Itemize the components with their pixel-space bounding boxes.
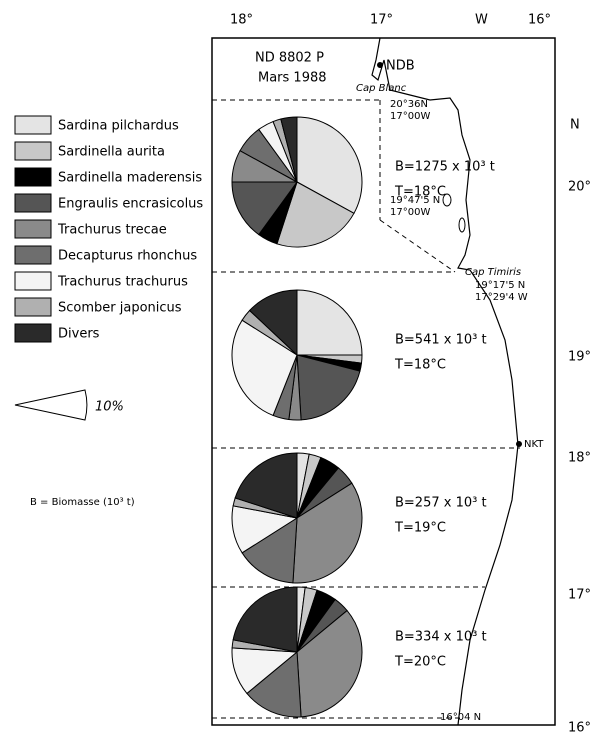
lon-label: 18°: [230, 13, 253, 28]
pie-slice: [231, 319, 298, 417]
legend-swatch: [14, 323, 52, 343]
lon-label: W: [475, 13, 488, 28]
pie-slice: [232, 586, 298, 653]
coord: 17°29'4 W: [475, 292, 528, 303]
legend-swatch: [14, 141, 52, 161]
pie-slice: [296, 609, 363, 718]
coord: 19°17'5 N: [475, 280, 525, 291]
biomass-label: B=334 x 10³ t: [395, 630, 487, 645]
legend-label: Sardina pilchardus: [58, 119, 179, 134]
temperature-label: T=18°C: [394, 185, 446, 200]
biomass-label: B=541 x 10³ t: [395, 333, 487, 348]
campaign: ND 8802 P: [255, 51, 324, 66]
biomass-label: B=257 x 10³ t: [395, 496, 487, 511]
lat-label: N: [570, 118, 580, 133]
coord: 17°00W: [390, 207, 430, 218]
pie-slice: [241, 517, 298, 584]
lat-label: 19°: [568, 350, 591, 365]
place: NKT: [524, 439, 544, 450]
legend-label: Trachurus trachurus: [57, 275, 188, 290]
legend-swatch: [14, 271, 52, 291]
biomass-note: B = Biomasse (10³ t): [30, 497, 135, 508]
pie-slice: [296, 354, 361, 421]
lat-label: 17°: [568, 588, 591, 603]
lon-label: 17°: [370, 13, 393, 28]
lat-label: 20°: [568, 180, 591, 195]
legend-swatch: [14, 297, 52, 317]
legend-label: Sardinella aurita: [58, 145, 165, 160]
place: NDB: [386, 59, 415, 74]
temperature-label: T=20°C: [394, 655, 446, 670]
map-frame: [211, 37, 556, 726]
place: Cap Blanc: [356, 83, 407, 94]
island: [458, 217, 466, 233]
legend-swatch: [14, 245, 52, 265]
lat-label: 18°: [568, 451, 591, 466]
pie-slice: [248, 289, 298, 357]
legend-label: Engraulis encrasicolus: [58, 197, 203, 212]
pie-slice: [246, 650, 302, 718]
coord: 20°36N: [390, 99, 428, 110]
island: [442, 193, 452, 207]
legend-label: Divers: [58, 327, 100, 342]
pie-slice: [276, 181, 355, 248]
place: Cap Timiris: [465, 267, 521, 278]
legend-swatch: [14, 193, 52, 213]
legend-label: Sardinella maderensis: [58, 171, 202, 186]
date: Mars 1988: [258, 71, 327, 86]
coord: 16°04 N: [440, 712, 481, 723]
legend-swatch: [14, 115, 52, 135]
legend-label: Trachurus trecae: [57, 223, 167, 238]
lon-label: 16°: [528, 13, 551, 28]
scale-label: 10%: [95, 400, 124, 415]
legend-swatch: [14, 167, 52, 187]
coastline: [371, 37, 519, 726]
site-dot: [516, 441, 522, 447]
coord: 19°47'5 N: [390, 195, 440, 206]
lat-label: 16°: [568, 721, 591, 736]
legend-label: Decapturus rhonchus: [58, 249, 197, 264]
pie-slice: [231, 181, 298, 236]
pie-slice: [296, 116, 363, 214]
dashed-boundaries: [212, 99, 520, 719]
scale-wedge: [14, 389, 88, 421]
pie-slice: [234, 452, 298, 519]
pie-slice: [280, 116, 298, 183]
legend-swatch: [14, 219, 52, 239]
legend-label: Scomber japonicus: [58, 301, 182, 316]
temperature-label: T=19°C: [394, 521, 446, 536]
pie-slice: [292, 482, 363, 584]
coord: 17°00W: [390, 111, 430, 122]
site-dot: [377, 62, 383, 68]
biomass-label: B=1275 x 10³ t: [395, 160, 495, 175]
pie-slice: [296, 289, 363, 356]
temperature-label: T=18°C: [394, 358, 446, 373]
